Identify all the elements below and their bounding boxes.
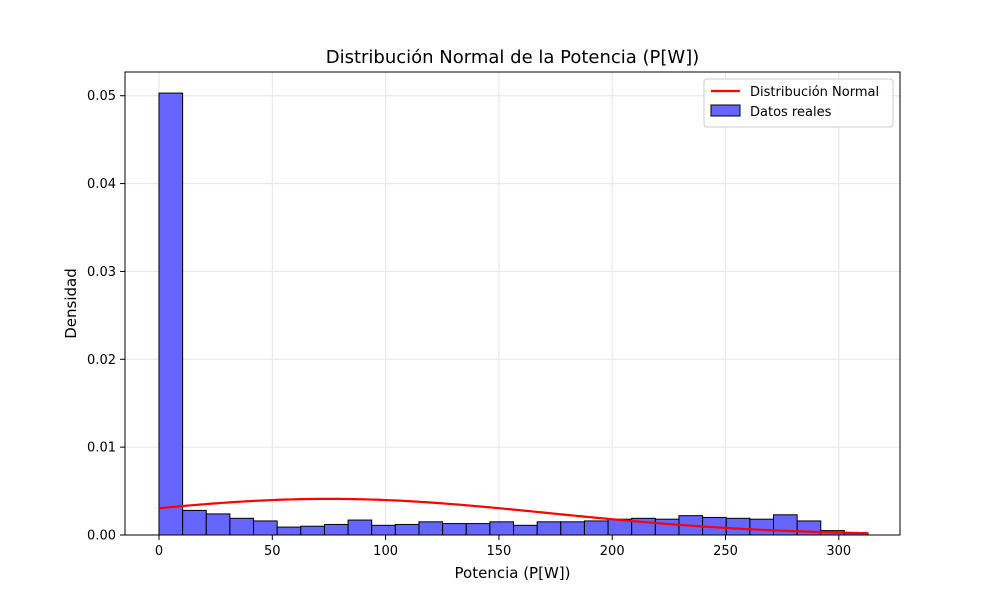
- y-tick-label: 0.01: [87, 441, 116, 456]
- histogram-bar: [347, 519, 373, 536]
- x-tick-label: 250: [713, 544, 738, 559]
- x-tick-label: 200: [600, 544, 625, 559]
- histogram-bar: [371, 524, 396, 536]
- legend: Distribución Normal Datos reales: [703, 78, 894, 128]
- normal-distribution-line: [158, 497, 869, 535]
- y-axis-ticks: 0.00 0.01 0.02 0.03 0.04 0.05: [87, 89, 125, 544]
- histogram-bar: [560, 521, 585, 536]
- histogram-bar: [465, 523, 491, 536]
- y-tick-label: 0.05: [87, 89, 116, 104]
- histogram-bar: [725, 517, 751, 536]
- histogram-bar: [583, 520, 609, 536]
- x-tick-label: 300: [826, 544, 851, 559]
- histogram-bar: [253, 520, 278, 536]
- histogram-bar: [158, 92, 184, 536]
- x-tick-label: 0: [155, 544, 163, 559]
- histogram-bar: [536, 521, 562, 536]
- histogram-bar: [489, 521, 515, 536]
- y-tick-label: 0.04: [87, 177, 116, 192]
- histogram-bar: [513, 524, 538, 536]
- legend-patch-swatch: [710, 104, 741, 117]
- legend-label-normal: Distribución Normal: [750, 85, 879, 100]
- x-axis-label: Potencia (P[W]): [455, 564, 571, 582]
- histogram-bar: [749, 518, 775, 536]
- histogram-bar: [276, 526, 302, 536]
- y-tick-label: 0.00: [87, 529, 116, 544]
- histogram-bar: [300, 525, 325, 536]
- histogram-bar: [654, 518, 680, 536]
- histogram-bar: [229, 517, 255, 536]
- y-axis-label: Densidad: [62, 268, 80, 339]
- histogram-bar: [442, 523, 467, 536]
- histogram-bar: [394, 523, 420, 536]
- legend-label-data: Datos reales: [750, 105, 832, 120]
- histogram-bar: [205, 513, 231, 536]
- histogram-bar: [418, 521, 444, 536]
- legend-box: [703, 78, 894, 128]
- x-tick-label: 100: [373, 544, 398, 559]
- x-axis-ticks: 0 50 100 150 200 250 300: [155, 535, 851, 559]
- chart-title: Distribución Normal de la Potencia (P[W]…: [326, 47, 700, 68]
- y-tick-label: 0.02: [87, 353, 116, 368]
- x-tick-label: 50: [264, 544, 281, 559]
- histogram-bar: [182, 509, 207, 536]
- x-tick-label: 150: [486, 544, 511, 559]
- histogram-bar: [323, 523, 349, 536]
- y-tick-label: 0.03: [87, 265, 116, 280]
- plot-frame: [124, 71, 901, 536]
